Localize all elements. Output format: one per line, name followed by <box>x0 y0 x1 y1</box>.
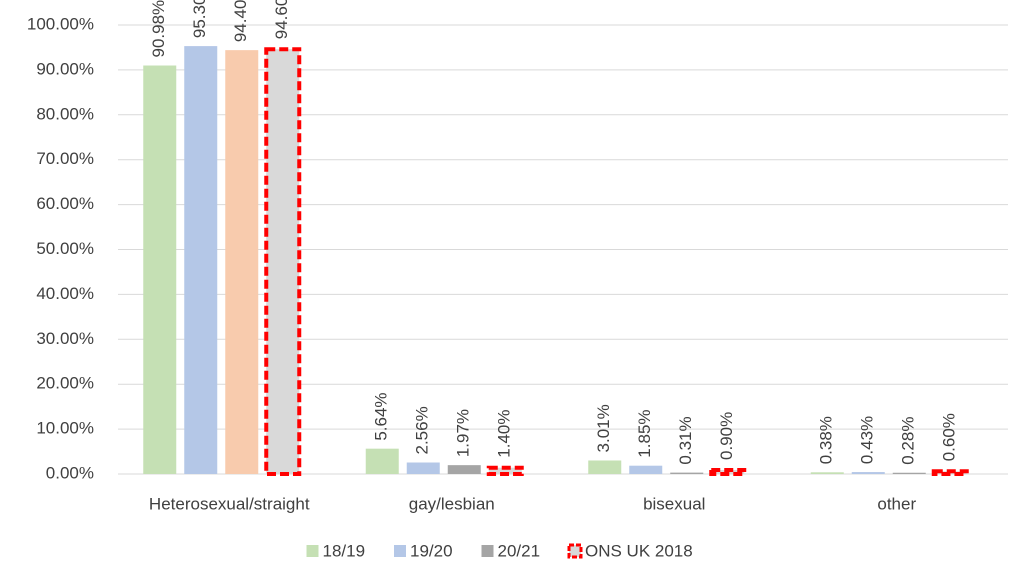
bar <box>588 460 622 474</box>
data-label: 2.56% <box>413 406 432 454</box>
data-label: 94.40% <box>231 0 250 42</box>
data-label: 5.64% <box>372 392 391 440</box>
bar <box>447 465 481 474</box>
legend-label: 20/21 <box>498 541 541 560</box>
data-label: 0.31% <box>676 416 695 464</box>
data-label: 0.60% <box>940 413 959 461</box>
data-label: 0.38% <box>817 416 836 464</box>
y-tick-label: 70.00% <box>36 149 94 168</box>
data-label: 0.43% <box>858 416 877 464</box>
y-tick-label: 30.00% <box>36 329 94 348</box>
bar <box>810 472 844 474</box>
data-label: 1.85% <box>635 409 654 457</box>
bar <box>143 65 177 474</box>
data-label: 0.90% <box>717 412 736 460</box>
data-label: 1.97% <box>454 409 473 457</box>
bar <box>670 472 704 474</box>
legend-label: 18/19 <box>323 541 366 560</box>
bar <box>629 465 663 474</box>
bar <box>264 47 302 476</box>
legend-swatch <box>394 545 406 557</box>
y-tick-label: 100.00% <box>27 14 94 33</box>
x-tick-label: gay/lesbian <box>409 494 495 513</box>
data-label: 94.60% <box>272 0 291 39</box>
legend-label: ONS UK 2018 <box>585 541 693 560</box>
y-tick-label: 40.00% <box>36 284 94 303</box>
y-tick-label: 50.00% <box>36 239 94 258</box>
data-label: 1.40% <box>495 410 514 458</box>
data-label: 3.01% <box>594 404 613 452</box>
bar <box>931 469 969 476</box>
y-tick-label: 80.00% <box>36 104 94 123</box>
data-label: 0.28% <box>899 417 918 465</box>
data-label: 90.98% <box>149 0 168 57</box>
legend-swatch <box>567 543 583 559</box>
y-tick-label: 90.00% <box>36 59 94 78</box>
bar <box>892 472 926 474</box>
legend-label: 19/20 <box>410 541 453 560</box>
bar <box>709 467 747 477</box>
x-tick-label: bisexual <box>643 494 705 513</box>
bar <box>225 50 259 474</box>
legend-swatch <box>481 545 494 557</box>
y-tick-label: 10.00% <box>36 419 94 438</box>
x-tick-label: Heterosexual/straight <box>149 494 310 513</box>
bar <box>406 462 440 474</box>
bar <box>851 472 885 474</box>
bar <box>365 448 399 474</box>
legend-swatch <box>306 545 319 557</box>
y-tick-label: 60.00% <box>36 194 94 213</box>
data-label: 95.30% <box>190 0 209 38</box>
y-tick-label: 0.00% <box>46 463 94 482</box>
x-tick-label: other <box>877 494 916 513</box>
y-tick-label: 20.00% <box>36 374 94 393</box>
bar <box>184 46 218 475</box>
bar <box>486 465 524 476</box>
